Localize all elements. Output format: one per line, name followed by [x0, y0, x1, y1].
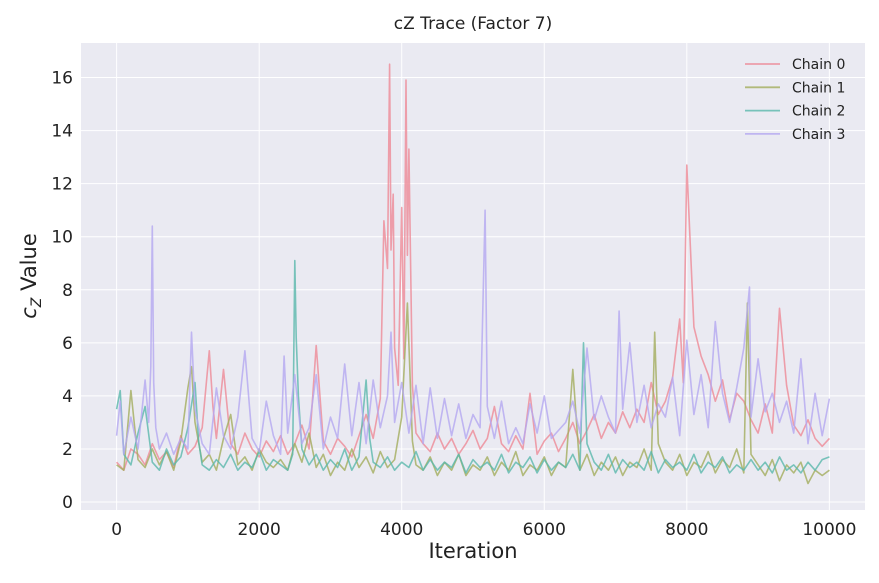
- y-axis-label-rest: Value: [17, 233, 41, 297]
- x-tick-label: 4000: [380, 520, 423, 540]
- x-axis-label: Iteration: [428, 539, 517, 563]
- legend-label-chain-3: Chain 3: [792, 127, 845, 143]
- y-axis-label-subscript: Z: [29, 297, 45, 308]
- x-tick-label: 0: [111, 520, 122, 540]
- legend-label-chain-1: Chain 1: [792, 80, 845, 96]
- legend-label-chain-2: Chain 2: [792, 104, 845, 120]
- y-tick-label: 16: [51, 68, 73, 88]
- y-tick-label: 14: [51, 122, 73, 142]
- y-tick-label: 10: [51, 228, 73, 248]
- series-line-chain-2: [115, 259, 830, 474]
- legend-label-chain-0: Chain 0: [792, 57, 845, 73]
- y-tick-label: 6: [62, 334, 73, 354]
- x-tick-label: 2000: [238, 520, 281, 540]
- y-tick-label: 2: [62, 440, 73, 460]
- y-tick-label: 4: [62, 387, 73, 407]
- y-tick-label: 8: [62, 281, 73, 301]
- y-tick-label: 0: [62, 493, 73, 513]
- y-axis-label-italic: c: [17, 307, 41, 319]
- chart-title: cZ Trace (Factor 7): [394, 14, 552, 34]
- x-tick-label: 6000: [523, 520, 566, 540]
- x-tick-label: 10000: [802, 520, 856, 540]
- series-line-chain-0: [116, 63, 830, 472]
- series-line-chain-3: [115, 209, 831, 456]
- series-lines: [115, 63, 831, 485]
- tick-labels: 0 2000 4000 6000 8000 10000 0 2 4 6 8 10 12 14 16: [51, 68, 856, 540]
- x-tick-label: 8000: [665, 520, 708, 540]
- y-axis-label: cZ Value: [17, 233, 45, 318]
- y-tick-label: 12: [51, 175, 73, 195]
- legend: Chain 0 Chain 1 Chain 2 Chain 3: [745, 57, 845, 143]
